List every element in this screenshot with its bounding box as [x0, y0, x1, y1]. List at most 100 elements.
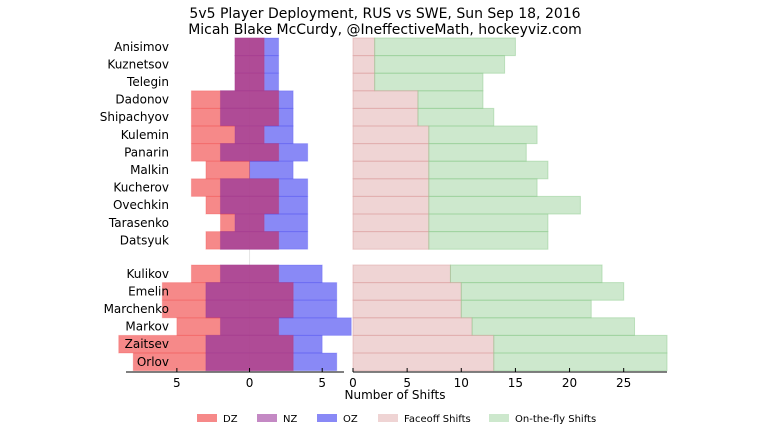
- bar-otf-zaitsev: [493, 334, 668, 354]
- bar-faceoff-anisimov: [352, 37, 376, 57]
- legend-label-dz: DZ: [223, 414, 238, 425]
- player-labels: Anisimov Kuznetsov Telegin Dadonov Shipachyo…: [100, 40, 169, 369]
- shift-type-panel: [352, 37, 668, 372]
- player-label: Orlov: [137, 355, 169, 369]
- player-label: Kulemin: [121, 128, 169, 142]
- legend: DZ NZ OZ Faceoff Shifts On-the-fly Shifts: [197, 414, 596, 425]
- bar-dz-malkin: [205, 160, 251, 180]
- player-label: Kuznetsov: [107, 57, 169, 71]
- bar-faceoff-tarasenko: [352, 213, 430, 233]
- bar-nz-kucherov: [219, 178, 280, 197]
- bar-otf-marchenko: [460, 299, 592, 319]
- left-tick-label: 0: [246, 376, 254, 390]
- legend-swatch-nz: [257, 414, 277, 422]
- player-label: Shipachyov: [100, 110, 169, 124]
- player-label: Datsyuk: [120, 233, 169, 247]
- chart-subtitle: Micah Blake McCurdy, @IneffectiveMath, h…: [188, 22, 582, 38]
- bar-nz-zaitsev: [205, 334, 294, 354]
- bar-otf-kulemin: [428, 125, 538, 145]
- bar-otf-panarin: [428, 143, 527, 162]
- zone-panel: [118, 37, 352, 372]
- bar-otf-tarasenko: [428, 213, 549, 233]
- bar-faceoff-dadonov: [352, 90, 419, 109]
- bar-nz-kuznetsov: [234, 55, 265, 74]
- right-tick-label: 25: [616, 376, 631, 390]
- legend-swatch-faceoff: [378, 414, 398, 422]
- bar-otf-datsyuk: [428, 231, 549, 250]
- bar-otf-kucherov: [428, 178, 538, 197]
- legend-label-nz: NZ: [283, 414, 297, 425]
- bar-nz-shipachyov: [219, 107, 280, 127]
- bar-faceoff-panarin: [352, 143, 430, 162]
- right-tick-label: 5: [403, 376, 411, 390]
- bar-faceoff-kucherov: [352, 178, 430, 197]
- bar-faceoff-datsyuk: [352, 231, 430, 250]
- player-label: Zaitsev: [125, 337, 169, 351]
- bar-faceoff-marchenko: [352, 299, 462, 319]
- bar-faceoff-kuznetsov: [352, 55, 376, 74]
- bar-nz-marchenko: [205, 299, 294, 319]
- bar-nz-kulikov: [219, 264, 280, 284]
- bar-faceoff-zaitsev: [352, 334, 495, 354]
- bar-nz-kulemin: [234, 125, 265, 145]
- player-label: Marchenko: [104, 302, 169, 316]
- bar-faceoff-malkin: [352, 160, 430, 180]
- bar-nz-panarin: [219, 143, 280, 162]
- bar-otf-markov: [471, 317, 636, 336]
- bar-faceoff-ovechkin: [352, 195, 430, 215]
- player-label: Ovechkin: [113, 198, 169, 212]
- bar-otf-dadonov: [417, 90, 484, 109]
- player-label: Markov: [125, 320, 169, 334]
- bar-otf-kulikov: [449, 264, 603, 284]
- bar-faceoff-telegin: [352, 72, 376, 92]
- bar-faceoff-kulemin: [352, 125, 430, 145]
- bar-otf-ovechkin: [428, 195, 581, 215]
- bar-faceoff-kulikov: [352, 264, 451, 284]
- bar-oz-malkin: [249, 160, 294, 180]
- bar-nz-emelin: [205, 282, 294, 301]
- right-tick-label: 0: [349, 376, 357, 390]
- player-label: Dadonov: [115, 93, 169, 107]
- bar-otf-anisimov: [374, 37, 516, 57]
- legend-label-oz: OZ: [343, 414, 358, 425]
- player-label: Telegin: [126, 75, 169, 89]
- bar-otf-orlov: [493, 352, 668, 372]
- left-tick-label: 5: [318, 376, 326, 390]
- bar-nz-orlov: [205, 352, 294, 372]
- player-label: Kulikov: [126, 267, 169, 281]
- right-tick-label: 15: [508, 376, 523, 390]
- legend-label-otf: On-the-fly Shifts: [515, 414, 596, 425]
- bar-nz-anisimov: [234, 37, 265, 57]
- bar-nz-markov: [219, 317, 280, 336]
- legend-label-faceoff: Faceoff Shifts: [404, 414, 471, 425]
- chart-title: 5v5 Player Deployment, RUS vs SWE, Sun S…: [189, 6, 580, 22]
- right-tick-label: 20: [562, 376, 577, 390]
- bar-nz-tarasenko: [234, 213, 265, 233]
- axes: 5 0 5 0 5 10 15 20 25: [126, 368, 667, 390]
- bar-nz-datsyuk: [219, 231, 280, 250]
- bar-otf-telegin: [374, 72, 484, 92]
- bar-otf-emelin: [460, 282, 625, 301]
- bar-faceoff-orlov: [352, 352, 495, 372]
- bar-otf-kuznetsov: [374, 55, 506, 74]
- player-label: Panarin: [124, 145, 169, 159]
- bar-nz-dadonov: [219, 90, 280, 109]
- x-axis-label: Number of Shifts: [345, 388, 446, 402]
- bar-otf-shipachyov: [417, 107, 495, 127]
- player-label: Emelin: [128, 284, 169, 298]
- bar-faceoff-shipachyov: [352, 107, 419, 127]
- player-label: Tarasenko: [108, 216, 169, 230]
- legend-swatch-dz: [197, 414, 217, 422]
- legend-swatch-oz: [317, 414, 337, 422]
- bar-faceoff-emelin: [352, 282, 462, 301]
- player-label: Malkin: [130, 163, 169, 177]
- right-tick-label: 10: [454, 376, 469, 390]
- bar-faceoff-markov: [352, 317, 473, 336]
- bar-nz-telegin: [234, 72, 265, 92]
- legend-swatch-otf: [489, 414, 509, 422]
- left-tick-label: 5: [173, 376, 181, 390]
- player-label: Anisimov: [114, 40, 169, 54]
- bar-nz-ovechkin: [219, 195, 280, 215]
- bar-otf-malkin: [428, 160, 549, 180]
